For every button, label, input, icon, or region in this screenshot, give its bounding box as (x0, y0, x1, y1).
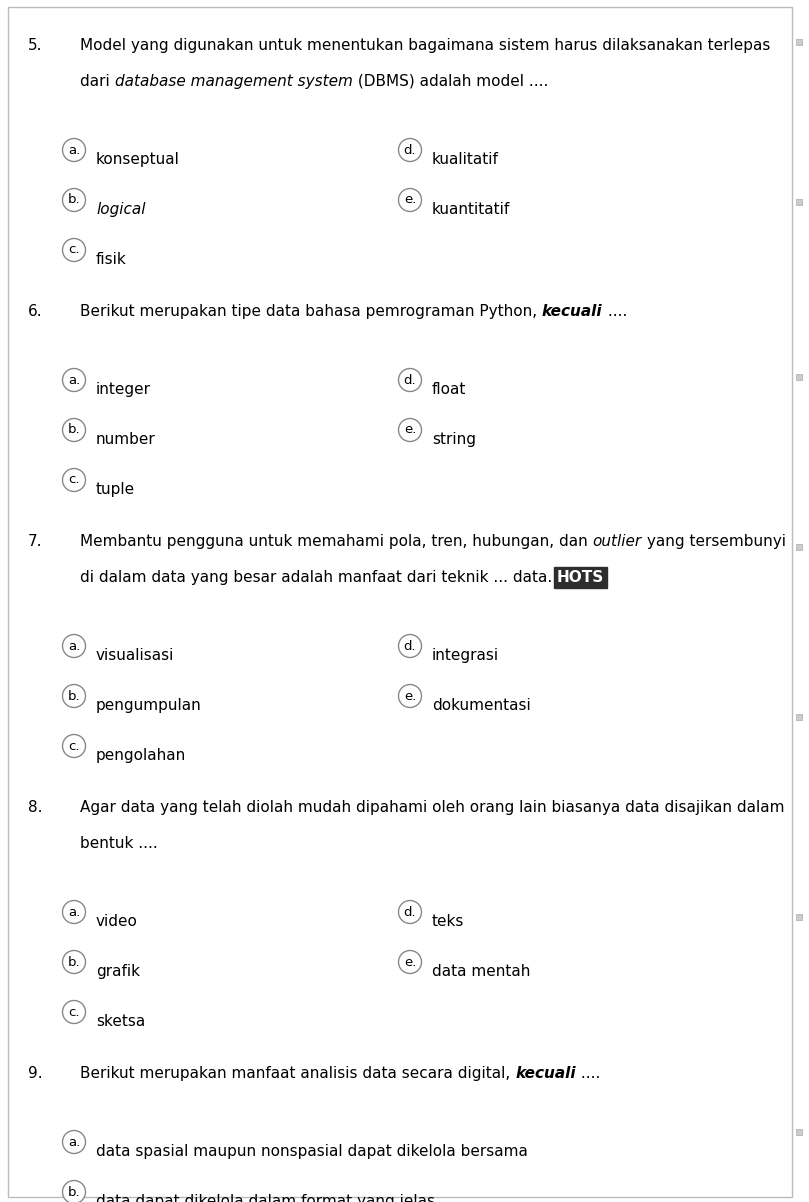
Text: d.: d. (404, 374, 417, 387)
Circle shape (399, 951, 421, 974)
Text: di dalam data yang besar adalah manfaat dari teknik ... data.: di dalam data yang besar adalah manfaat … (80, 570, 557, 585)
Text: d.: d. (404, 905, 417, 918)
Text: b.: b. (68, 1185, 80, 1198)
Circle shape (62, 138, 86, 161)
Text: b.: b. (68, 956, 80, 969)
Text: data spasial maupun nonspasial dapat dikelola bersama: data spasial maupun nonspasial dapat dik… (96, 1144, 528, 1159)
Text: Model yang digunakan untuk menentukan bagaimana sistem harus dilaksanakan terlep: Model yang digunakan untuk menentukan ba… (80, 38, 770, 53)
Text: Membantu pengguna untuk memahami pola, tren, hubungan, dan: Membantu pengguna untuk memahami pola, t… (80, 534, 593, 549)
Circle shape (62, 635, 86, 657)
Text: Berikut merupakan tipe data bahasa pemrograman Python,: Berikut merupakan tipe data bahasa pemro… (80, 304, 542, 319)
Text: b.: b. (68, 690, 80, 702)
Circle shape (399, 635, 421, 657)
Text: c.: c. (68, 1006, 80, 1018)
Text: data dapat dikelola dalam format yang jelas: data dapat dikelola dalam format yang je… (96, 1194, 435, 1202)
Text: c.: c. (68, 739, 80, 752)
Text: e.: e. (404, 956, 416, 969)
Text: dari: dari (80, 75, 115, 89)
Text: outlier: outlier (593, 534, 642, 549)
Circle shape (399, 189, 421, 212)
Text: Berikut merupakan manfaat analisis data secara digital,: Berikut merupakan manfaat analisis data … (80, 1066, 515, 1081)
Text: c.: c. (68, 244, 80, 256)
Text: konseptual: konseptual (96, 151, 180, 167)
Text: 7.: 7. (28, 534, 43, 549)
Circle shape (62, 469, 86, 492)
Circle shape (62, 1000, 86, 1023)
Text: tuple: tuple (96, 482, 135, 496)
Text: e.: e. (404, 194, 416, 207)
Text: kecuali: kecuali (542, 304, 603, 319)
Circle shape (62, 369, 86, 392)
Circle shape (62, 951, 86, 974)
Text: kualitatif: kualitatif (432, 151, 499, 167)
Text: string: string (432, 432, 476, 447)
Text: bentuk ....: bentuk .... (80, 837, 158, 851)
Text: 8.: 8. (28, 801, 43, 815)
Circle shape (399, 369, 421, 392)
Text: number: number (96, 432, 156, 447)
Text: video: video (96, 914, 138, 929)
Text: a.: a. (68, 905, 80, 918)
Text: HOTS: HOTS (557, 570, 604, 585)
Circle shape (62, 900, 86, 923)
Text: database management system: database management system (115, 75, 353, 89)
Circle shape (399, 684, 421, 708)
Text: a.: a. (68, 143, 80, 156)
Circle shape (62, 1180, 86, 1202)
Text: grafik: grafik (96, 964, 140, 978)
Text: data mentah: data mentah (432, 964, 531, 978)
Text: b.: b. (68, 194, 80, 207)
Circle shape (399, 418, 421, 441)
Text: e.: e. (404, 690, 416, 702)
Text: e.: e. (404, 423, 416, 436)
Text: a.: a. (68, 639, 80, 653)
Text: b.: b. (68, 423, 80, 436)
Text: fisik: fisik (96, 252, 127, 267)
Text: integrasi: integrasi (432, 648, 499, 664)
Text: 5.: 5. (28, 38, 43, 53)
Circle shape (62, 418, 86, 441)
Text: visualisasi: visualisasi (96, 648, 175, 664)
Text: Agar data yang telah diolah mudah dipahami oleh orang lain biasanya data disajik: Agar data yang telah diolah mudah dipaha… (80, 801, 785, 815)
Text: pengolahan: pengolahan (96, 748, 186, 763)
Text: yang tersembunyi: yang tersembunyi (642, 534, 786, 549)
Circle shape (62, 734, 86, 757)
Text: 9.: 9. (28, 1066, 43, 1081)
Text: pengumpulan: pengumpulan (96, 698, 201, 713)
Text: integer: integer (96, 382, 151, 397)
Text: sketsa: sketsa (96, 1014, 146, 1029)
Circle shape (62, 1131, 86, 1154)
Text: float: float (432, 382, 466, 397)
Circle shape (62, 189, 86, 212)
Text: logical: logical (96, 202, 146, 218)
Text: d.: d. (404, 639, 417, 653)
FancyBboxPatch shape (8, 7, 792, 1197)
Text: d.: d. (404, 143, 417, 156)
Circle shape (62, 684, 86, 708)
Text: a.: a. (68, 1136, 80, 1148)
Text: ....: .... (576, 1066, 600, 1081)
Text: 6.: 6. (28, 304, 43, 319)
Text: dokumentasi: dokumentasi (432, 698, 531, 713)
Text: (DBMS) adalah model ....: (DBMS) adalah model .... (353, 75, 548, 89)
Text: teks: teks (432, 914, 464, 929)
Text: ....: .... (603, 304, 627, 319)
Circle shape (62, 238, 86, 262)
Text: kecuali: kecuali (515, 1066, 576, 1081)
Text: kuantitatif: kuantitatif (432, 202, 510, 218)
Circle shape (399, 138, 421, 161)
Circle shape (399, 900, 421, 923)
Text: a.: a. (68, 374, 80, 387)
Text: c.: c. (68, 474, 80, 487)
